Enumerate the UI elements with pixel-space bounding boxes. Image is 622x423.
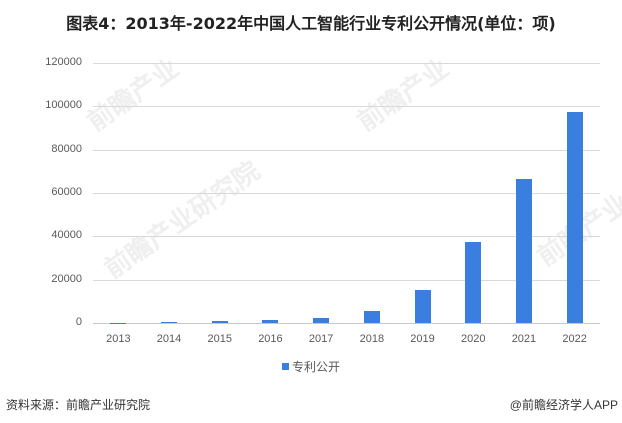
watermark: 前瞻产业研究院	[99, 156, 266, 286]
gridline	[93, 193, 600, 194]
x-axis-line	[93, 323, 600, 324]
bar-2017	[313, 318, 330, 323]
x-tick-label: 2016	[258, 333, 283, 345]
bar-2021	[515, 178, 532, 323]
gridline	[93, 106, 600, 107]
bar-2020	[465, 241, 482, 323]
watermark: 前瞻产业	[82, 53, 185, 138]
x-tick-label: 2018	[359, 333, 385, 345]
x-tick-label: 2017	[308, 333, 334, 345]
bar-2022	[566, 111, 583, 323]
chart-title: 图表4：2013年-2022年中国人工智能行业专利公开情况(单位：项)	[66, 14, 556, 33]
gridline	[93, 236, 600, 237]
y-tick-label: 80000	[51, 143, 82, 155]
bar-2016	[262, 320, 279, 323]
watermark: 前瞻产业	[352, 53, 455, 138]
gridline	[93, 150, 600, 151]
y-tick-label: 60000	[51, 186, 82, 198]
y-tick-label: 40000	[51, 229, 82, 241]
y-tick-label: 100000	[45, 99, 82, 111]
x-tick-label: 2019	[410, 333, 435, 345]
bar-2018	[363, 311, 380, 323]
x-tick-label: 2020	[461, 333, 486, 345]
y-tick-label: 0	[75, 316, 82, 328]
credit-note: @前瞻经济学人APP	[509, 398, 618, 412]
x-tick-label: 2013	[106, 333, 131, 345]
source-note: 资料来源：前瞻产业研究院	[6, 398, 151, 412]
x-tick-label: 2022	[562, 333, 587, 345]
legend-swatch	[281, 363, 289, 370]
bar-2014	[161, 321, 178, 323]
bar-2015	[211, 321, 228, 323]
gridline	[93, 63, 600, 64]
legend: 专利公开	[0, 358, 622, 375]
gridline	[93, 280, 600, 281]
y-tick-label: 20000	[51, 273, 82, 285]
y-tick-label: 120000	[45, 56, 82, 68]
x-tick-label: 2015	[207, 333, 232, 345]
legend-label: 专利公开	[291, 360, 340, 374]
x-tick-label: 2021	[511, 333, 537, 345]
x-tick-label: 2014	[156, 333, 182, 345]
bar-2019	[414, 289, 431, 323]
